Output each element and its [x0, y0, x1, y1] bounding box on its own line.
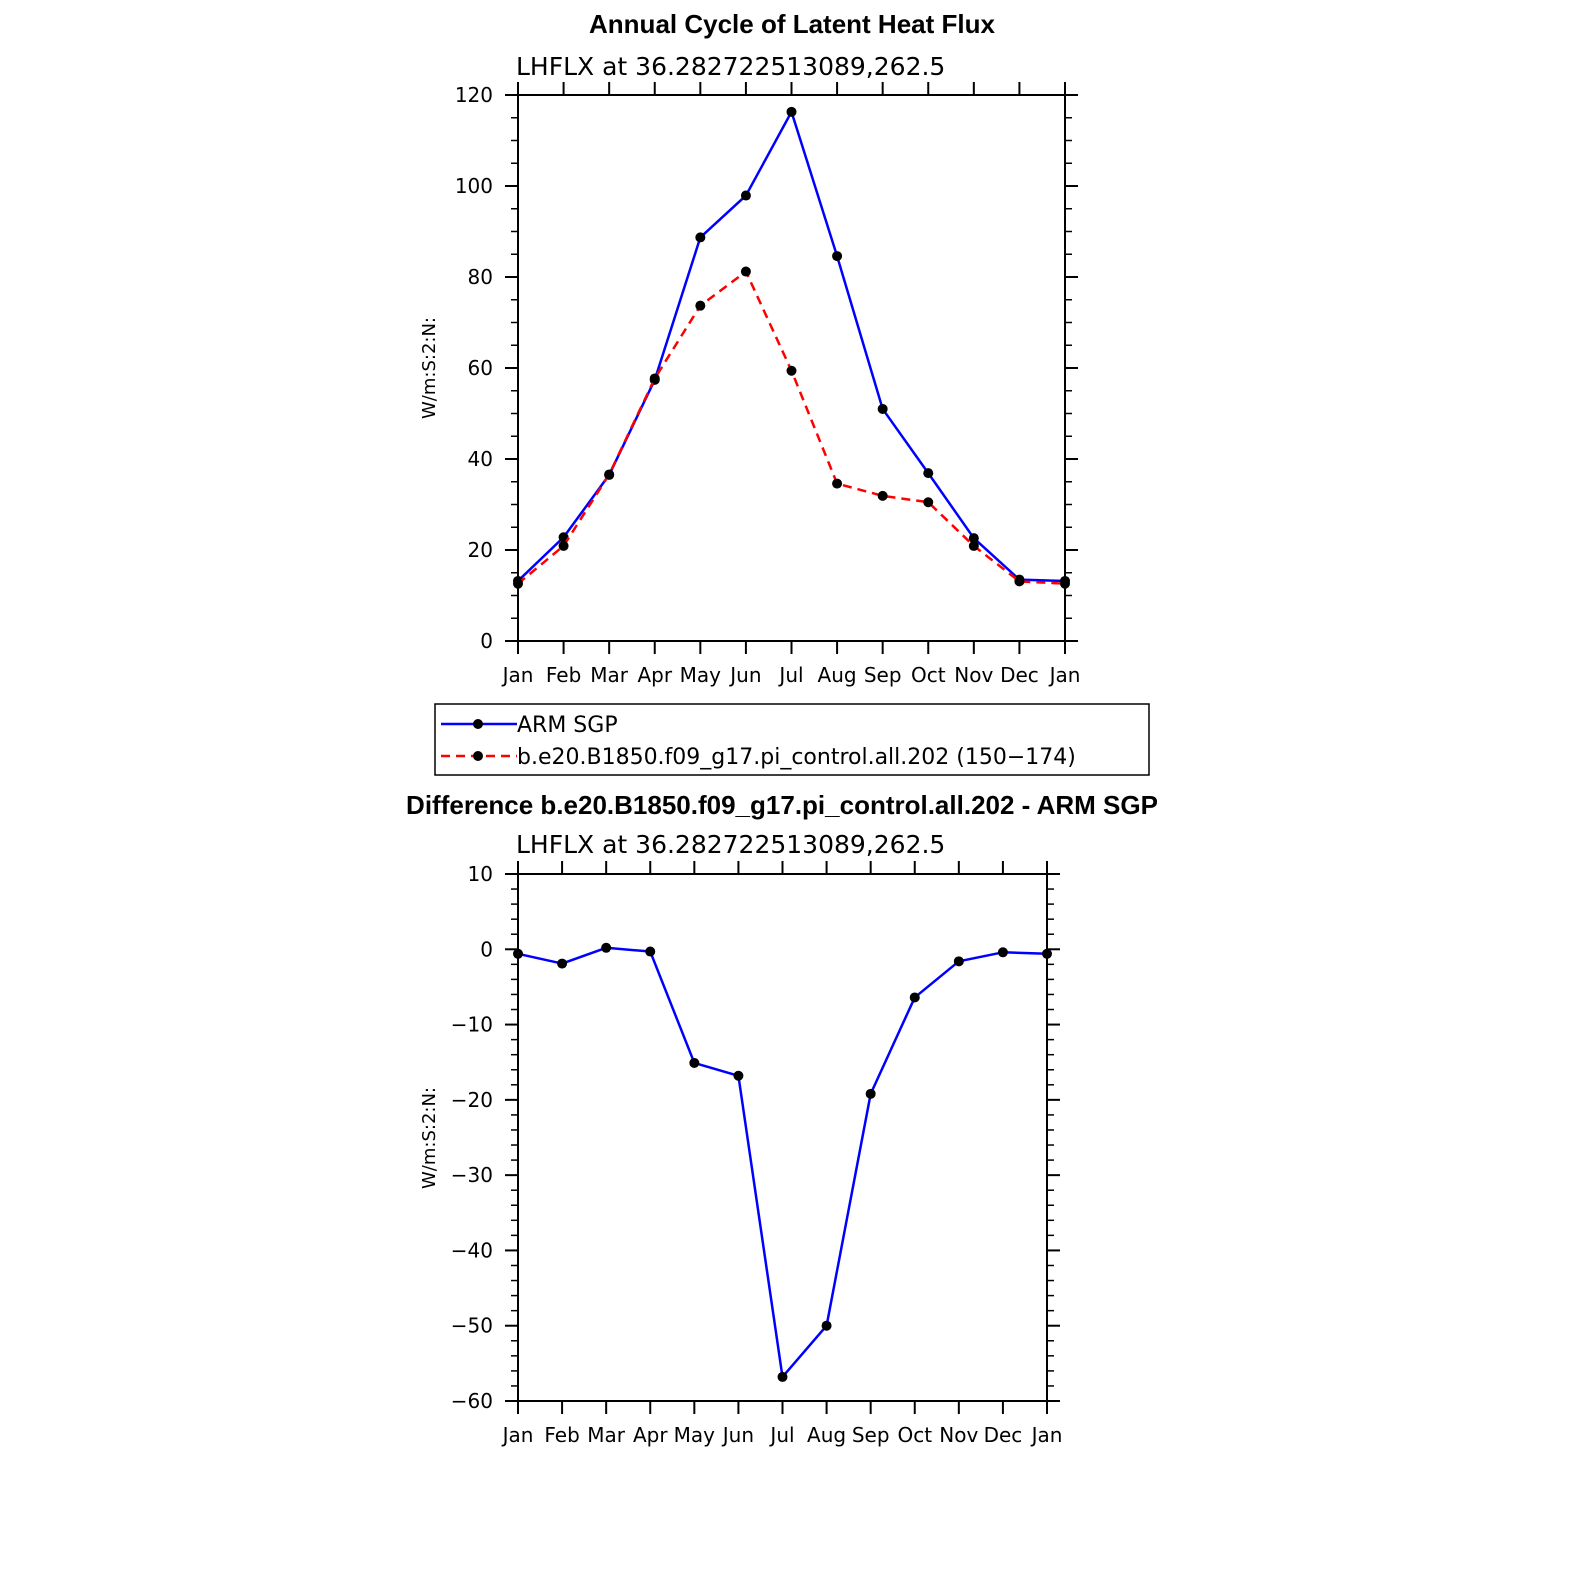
top-x-tick-label: Feb: [546, 663, 581, 687]
bottom-series-0-point: [997, 947, 1008, 958]
top-series-1-point: [558, 540, 569, 551]
top-y-tick-label: 120: [455, 83, 493, 107]
bottom-y-tick-label: −50: [451, 1314, 493, 1338]
bottom-y-tick-label: −20: [451, 1088, 493, 1112]
legend-box: [434, 703, 1150, 776]
top-series-1-point: [695, 300, 706, 311]
bottom-x-tick-label: Nov: [939, 1423, 978, 1447]
top-x-tick-label: Jan: [501, 663, 534, 687]
top-series-1-point: [968, 540, 979, 551]
top-x-tick-label: Apr: [637, 663, 672, 687]
top-y-tick-label: 60: [468, 356, 493, 380]
top-series-1-point: [649, 373, 660, 384]
legend-marker-model: [473, 751, 483, 761]
bottom-chart: Jan Feb Mar Apr May Jun Jul Aug Sep Oct Nov Dec Jan−…: [451, 861, 1063, 1447]
bottom-x-tick-label: Oct: [897, 1423, 932, 1447]
top-y-tick-label: 100: [455, 174, 493, 198]
top-series-0-point: [832, 251, 843, 262]
bottom-x-tick-label: Jul: [768, 1423, 794, 1447]
bottom-x-tick-label: Mar: [587, 1423, 626, 1447]
bottom-x-tick-label: Feb: [544, 1423, 579, 1447]
top-series-1-point: [786, 365, 797, 376]
bottom-series-0-point: [821, 1320, 832, 1331]
top-series-1-point: [1060, 578, 1070, 589]
legend-label-model: b.e20.B1850.f09_g17.pi_control.all.202 (…: [517, 745, 1076, 770]
top-x-tick-label: May: [680, 663, 722, 687]
bottom-series-0-point: [953, 956, 964, 967]
top-x-tick-label: Sep: [864, 663, 902, 687]
top-chart-y-axis-label: W/m:S:2:N:: [419, 317, 440, 419]
top-series-0-point: [740, 190, 751, 201]
bottom-y-tick-label: 0: [480, 937, 493, 961]
top-x-tick-label: Dec: [1000, 663, 1039, 687]
bottom-series-0-point: [689, 1057, 700, 1068]
bottom-y-tick-label: −30: [451, 1163, 493, 1187]
legend-marker-arm-sgp: [473, 719, 483, 729]
bottom-series-0-point: [601, 942, 612, 953]
bottom-x-tick-label: Sep: [852, 1423, 890, 1447]
bottom-x-tick-label: Apr: [633, 1423, 668, 1447]
bottom-chart-y-axis-label: W/m:S:2:N:: [419, 1087, 440, 1189]
bottom-series-0-point: [909, 992, 920, 1003]
top-x-tick-label: Jun: [728, 663, 761, 687]
top-chart: Jan Feb Mar Apr May Jun Jul Aug Sep Oct Nov Dec Jan 0…: [455, 82, 1081, 687]
bottom-x-tick-label: Aug: [807, 1423, 846, 1447]
bottom-series-0-point: [733, 1070, 744, 1081]
bottom-y-tick-label: 10: [468, 862, 493, 886]
top-series-0-point: [786, 106, 797, 117]
bottom-series-0-point: [645, 946, 656, 957]
top-series-1-point: [1014, 576, 1025, 587]
top-x-tick-label: Oct: [911, 663, 946, 687]
top-series-1-line: [517, 270, 1066, 585]
top-y-tick-label: 80: [468, 265, 493, 289]
bottom-series-0-point: [513, 948, 523, 959]
top-series-1-point: [832, 478, 843, 489]
top-chart-title: Annual Cycle of Latent Heat Flux: [589, 9, 995, 39]
top-series-1-point: [513, 578, 523, 589]
top-y-tick-label: 0: [480, 629, 493, 653]
bottom-series-0-point: [1042, 948, 1052, 959]
top-x-tick-label: Jan: [1048, 663, 1081, 687]
bottom-x-tick-label: Jan: [501, 1423, 534, 1447]
legend: ARM SGP b.e20.B1850.f09_g17.pi_control.a…: [434, 703, 1150, 776]
top-series-0-point: [968, 533, 979, 544]
legend-label-arm-sgp: ARM SGP: [517, 713, 618, 738]
bottom-series-0-point: [865, 1088, 876, 1099]
top-y-tick-label: 40: [468, 447, 493, 471]
top-series-0-point: [923, 468, 934, 479]
bottom-chart-subtitle: LHFLX at 36.282722513089,262.5: [516, 830, 945, 859]
top-series-1-point: [740, 266, 751, 277]
bottom-chart-title: Difference b.e20.B1850.f09_g17.pi_contro…: [406, 790, 1158, 820]
bottom-series-0-line: [517, 946, 1048, 1379]
bottom-y-tick-label: −10: [451, 1013, 493, 1037]
top-y-tick-label: 20: [468, 538, 493, 562]
top-x-tick-label: Jul: [777, 663, 803, 687]
top-series-1-point: [604, 469, 615, 480]
top-series-1-point: [877, 490, 888, 501]
bottom-x-tick-label: May: [674, 1423, 716, 1447]
top-series-0-point: [877, 403, 888, 414]
bottom-x-tick-label: Jun: [721, 1423, 754, 1447]
top-x-tick-label: Mar: [590, 663, 629, 687]
top-series-1-point: [923, 497, 934, 508]
bottom-series-0-point: [557, 958, 568, 969]
bottom-y-tick-label: −40: [451, 1238, 493, 1262]
bottom-y-tick-label: −60: [451, 1389, 493, 1413]
bottom-x-tick-label: Jan: [1030, 1423, 1063, 1447]
top-series-0-line: [517, 110, 1066, 583]
top-x-tick-label: Aug: [818, 663, 857, 687]
bottom-series-0-point: [777, 1371, 788, 1382]
top-chart-subtitle: LHFLX at 36.282722513089,262.5: [516, 52, 945, 81]
bottom-plot-frame: [517, 873, 1048, 1402]
bottom-x-tick-label: Dec: [984, 1423, 1023, 1447]
top-series-0-point: [695, 232, 706, 243]
top-x-tick-label: Nov: [954, 663, 993, 687]
